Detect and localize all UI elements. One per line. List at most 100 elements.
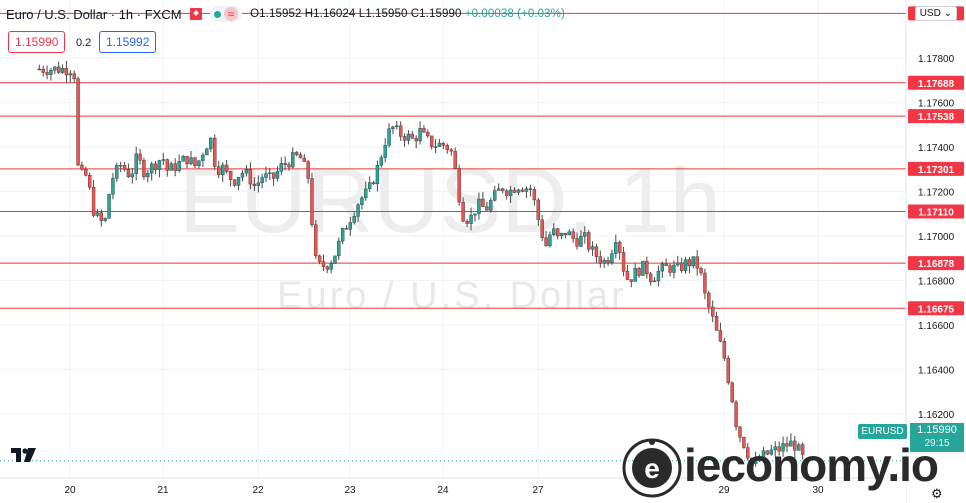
candle-body [555, 228, 560, 237]
candle-body [122, 165, 127, 170]
watermark-symbol: EURUSD, 1h [179, 150, 721, 252]
candle-body [552, 228, 556, 236]
candle-body [500, 188, 505, 192]
candle-body [165, 159, 169, 171]
candle-body [185, 155, 189, 165]
candle-body [45, 72, 49, 75]
candle-body [95, 212, 100, 216]
candle-body [664, 263, 668, 267]
level-price-label: 1.17301 [918, 165, 955, 176]
price-tick-label: 1.16200 [918, 410, 955, 421]
candle-body [53, 66, 57, 71]
time-tick-label: 22 [252, 485, 264, 496]
candle-body [617, 242, 622, 253]
candle-body [718, 330, 723, 342]
candle-body [633, 268, 637, 282]
currency-dropdown[interactable]: USD ⌄ [914, 6, 957, 21]
spread-value: 0.2 [76, 33, 92, 53]
candle-body [757, 459, 762, 462]
candle-body [524, 188, 529, 192]
candle-body [773, 446, 777, 451]
candle-body [453, 150, 457, 169]
candle-body [800, 444, 805, 455]
sell-button[interactable]: 1.15990 [8, 31, 66, 53]
candle-body [395, 125, 399, 128]
candle-body [629, 279, 634, 282]
tradingview-logo-icon[interactable] [10, 445, 38, 465]
candle-body [548, 234, 552, 247]
candle-body [648, 273, 653, 283]
candle-body [224, 164, 229, 172]
candle-body [264, 173, 268, 178]
candle-body [621, 252, 626, 272]
candle-body [777, 446, 781, 452]
candle-body [279, 163, 284, 172]
candle-body [64, 67, 69, 76]
brand-name: ieconomy.io [684, 439, 939, 491]
candle-body [789, 440, 793, 447]
candle-body [291, 152, 295, 168]
time-tick-label: 23 [344, 485, 356, 496]
level-price-label: 1.17688 [918, 79, 955, 90]
candle-body [56, 66, 61, 73]
candle-body [489, 200, 493, 211]
candle-body [220, 164, 225, 175]
candle-body [161, 159, 166, 161]
candle-body [256, 182, 261, 186]
level-price-tag [908, 109, 964, 124]
candle-body [37, 68, 42, 71]
candle-body [391, 126, 395, 129]
candle-body [271, 172, 276, 179]
price-axis[interactable]: 1.17800 1.17600 1.17400 1.17200 1.17000 1.168… [905, 0, 966, 503]
candle-body [398, 125, 403, 137]
candle-body [352, 216, 356, 223]
candle-body [793, 440, 797, 451]
candle-body [197, 160, 201, 167]
gear-icon[interactable]: ⚙ [931, 486, 943, 501]
level-price-tag [908, 204, 964, 219]
candle-body [528, 188, 533, 190]
candle-body [232, 179, 237, 186]
candle-body [769, 449, 774, 455]
candle-body [579, 236, 583, 247]
candle-body [544, 237, 548, 247]
candle-body [310, 178, 314, 225]
candle-body [668, 265, 672, 273]
level-price-label: 1.16675 [918, 304, 955, 315]
candle-body [294, 152, 299, 155]
candle-body [149, 163, 154, 174]
candle-body [418, 128, 422, 142]
candle-body [364, 188, 368, 199]
symbol-title[interactable]: Euro / U.S. Dollar · 1h · FXCM [6, 6, 182, 22]
candle-body [317, 255, 322, 262]
candle-body [457, 168, 461, 203]
candle-body [422, 128, 426, 133]
price-change: +0.00038 (+0.03%) [464, 8, 565, 20]
level-price-tag [908, 301, 964, 316]
candle-body [49, 69, 53, 75]
time-axis[interactable]: 20 21 22 23 24 27 29 30 [0, 477, 906, 503]
candle-body [481, 198, 485, 207]
flag-icon[interactable] [189, 8, 202, 20]
price-tick-label: 1.17200 [918, 187, 955, 198]
candle-body [699, 267, 703, 274]
candle-body [449, 149, 453, 152]
candle-body [360, 197, 364, 205]
candle-body [676, 262, 680, 266]
candle-body [84, 168, 88, 176]
candle-body [730, 382, 734, 403]
candle-body [126, 169, 131, 178]
ohlc-readout: O1.15952 H1.16024 L1.15950 C1.15990 +0.0… [250, 8, 565, 20]
candle-body [532, 189, 537, 201]
candle-body [429, 135, 434, 148]
candle-body [598, 256, 603, 264]
candle-body [520, 189, 525, 192]
candle-body [325, 266, 330, 270]
candle-body [240, 172, 245, 178]
market-status[interactable]: ≈ [209, 6, 243, 22]
market-open-dot-icon [213, 10, 221, 18]
candle-body [410, 133, 415, 139]
buy-button[interactable]: 1.15992 [99, 31, 157, 53]
candle-body [414, 137, 418, 142]
